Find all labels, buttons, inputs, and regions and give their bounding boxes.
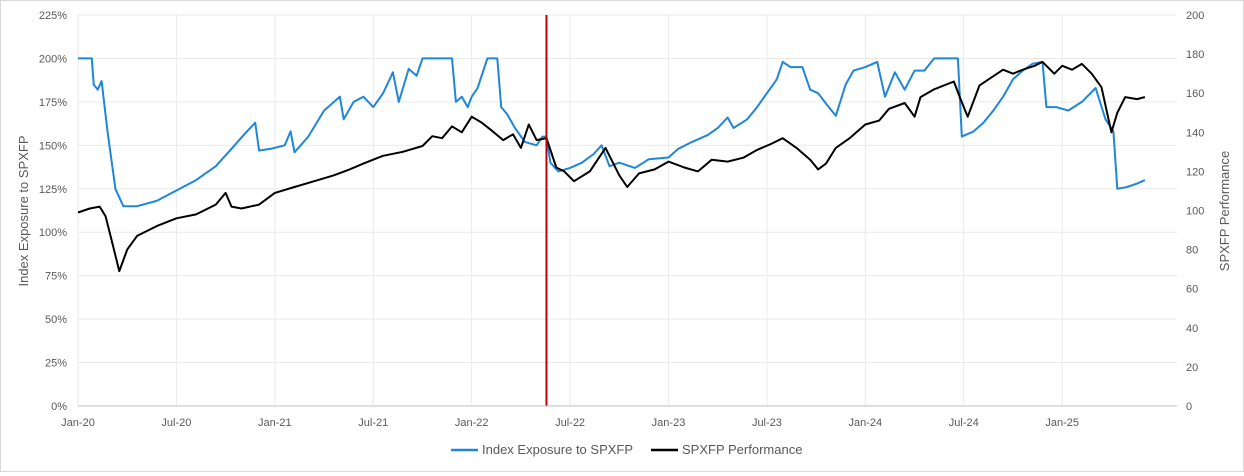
- x-tick-label: Jan-24: [849, 417, 883, 429]
- right-tick-label: 100: [1186, 206, 1204, 218]
- right-tick-label: 80: [1186, 245, 1198, 257]
- x-tick-label: Jan-21: [258, 417, 292, 429]
- legend: Index Exposure to SPXFP SPXFP Performanc…: [451, 442, 802, 457]
- right-tick-label: 60: [1186, 284, 1198, 296]
- left-tick-label: 225%: [39, 10, 67, 22]
- legend-label-spxfp-performance: SPXFP Performance: [682, 442, 802, 457]
- left-tick-label: 75%: [45, 271, 67, 283]
- left-tick-label: 125%: [39, 184, 67, 196]
- x-tick-label: Jul-22: [555, 417, 585, 429]
- right-tick-label: 40: [1186, 323, 1198, 335]
- gridlines: [77, 14, 1177, 407]
- x-tick-label: Jan-20: [61, 417, 95, 429]
- x-tick-label: Jan-23: [652, 417, 686, 429]
- left-tick-label: 200%: [39, 53, 67, 65]
- right-tick-label: 140: [1186, 127, 1204, 139]
- right-tick-label: 160: [1186, 88, 1204, 100]
- x-axis-ticks: Jan-20 Jul-20 Jan-21 Jul-21 Jan-22 Jul-22 Jan-…: [61, 417, 1079, 429]
- left-tick-label: 0%: [51, 401, 67, 413]
- legend-label-index-exposure: Index Exposure to SPXFP: [482, 442, 633, 457]
- left-axis-ticks: 0% 25% 50% 75% 100% 125% 150% 175% 200% 225%: [39, 10, 67, 413]
- left-tick-label: 175%: [39, 97, 67, 109]
- left-tick-label: 50%: [45, 314, 67, 326]
- right-axis-title: SPXFP Performance: [1217, 151, 1232, 271]
- right-tick-label: 200: [1186, 10, 1204, 22]
- series-layer: [77, 15, 1146, 406]
- series-line-spxfp-performance: [77, 60, 1146, 273]
- left-tick-label: 150%: [39, 140, 67, 152]
- right-tick-label: 180: [1186, 49, 1204, 61]
- x-tick-label: Jul-24: [949, 417, 979, 429]
- x-tick-label: Jul-20: [161, 417, 191, 429]
- left-axis-title: Index Exposure to SPXFP: [16, 135, 31, 286]
- x-tick-label: Jan-25: [1045, 417, 1079, 429]
- right-tick-label: 20: [1186, 362, 1198, 374]
- series-line-index-exposure: [78, 57, 1146, 208]
- left-tick-label: 100%: [39, 227, 67, 239]
- right-tick-label: 0: [1186, 401, 1192, 413]
- x-tick-label: Jul-21: [358, 417, 388, 429]
- right-axis-ticks: 0 20 40 60 80 100 120 140 160 180 200: [1186, 10, 1204, 413]
- x-tick-label: Jan-22: [455, 417, 489, 429]
- left-tick-label: 25%: [45, 358, 67, 370]
- x-tick-label: Jul-23: [752, 417, 782, 429]
- right-tick-label: 120: [1186, 166, 1204, 178]
